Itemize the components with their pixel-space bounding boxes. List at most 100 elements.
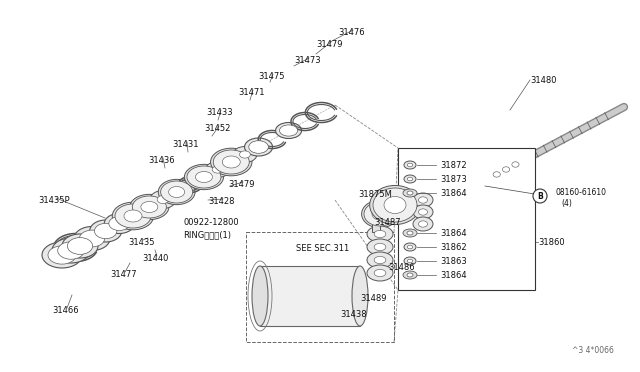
Ellipse shape: [109, 217, 130, 231]
Text: 31864: 31864: [440, 189, 467, 198]
Ellipse shape: [364, 202, 396, 226]
Ellipse shape: [244, 138, 273, 156]
Ellipse shape: [67, 238, 93, 254]
Text: 31487: 31487: [374, 218, 401, 227]
Ellipse shape: [407, 177, 413, 181]
Ellipse shape: [74, 227, 110, 250]
Ellipse shape: [419, 221, 428, 227]
Text: ^3 4*0066: ^3 4*0066: [572, 346, 614, 355]
Text: 31486: 31486: [388, 263, 415, 272]
Ellipse shape: [373, 188, 417, 222]
Ellipse shape: [112, 202, 154, 230]
Ellipse shape: [161, 181, 193, 203]
Ellipse shape: [403, 189, 417, 197]
Ellipse shape: [512, 162, 519, 167]
Ellipse shape: [280, 125, 298, 136]
Text: (4): (4): [561, 199, 572, 208]
Ellipse shape: [48, 246, 76, 264]
Text: 31452: 31452: [204, 124, 230, 133]
Text: 31466: 31466: [52, 306, 79, 315]
Text: B: B: [537, 192, 543, 201]
Ellipse shape: [407, 259, 413, 263]
Ellipse shape: [413, 193, 433, 207]
Ellipse shape: [404, 175, 416, 183]
Text: 31436: 31436: [148, 156, 175, 165]
Text: 31480: 31480: [530, 76, 557, 85]
Text: 31864: 31864: [440, 270, 467, 279]
Ellipse shape: [157, 195, 169, 203]
Ellipse shape: [352, 266, 368, 326]
Ellipse shape: [249, 141, 268, 153]
Text: 31435P: 31435P: [38, 196, 70, 205]
Text: 31875M: 31875M: [358, 190, 392, 199]
Ellipse shape: [141, 202, 158, 212]
Ellipse shape: [95, 223, 117, 239]
Ellipse shape: [374, 230, 386, 238]
Text: 31435: 31435: [128, 238, 154, 247]
Ellipse shape: [407, 191, 413, 195]
Ellipse shape: [413, 217, 433, 231]
Text: 31473: 31473: [294, 56, 321, 65]
Text: 31864: 31864: [440, 228, 467, 237]
Text: 31479: 31479: [316, 40, 342, 49]
Ellipse shape: [90, 220, 122, 242]
Ellipse shape: [508, 158, 524, 170]
Text: 31873: 31873: [440, 174, 467, 183]
Ellipse shape: [372, 208, 388, 220]
Ellipse shape: [62, 234, 98, 258]
Ellipse shape: [367, 252, 393, 268]
Bar: [372, 210, 380, 232]
Ellipse shape: [276, 122, 301, 138]
Text: 08160-61610: 08160-61610: [556, 187, 607, 196]
Ellipse shape: [370, 186, 420, 225]
Ellipse shape: [413, 205, 433, 219]
Ellipse shape: [362, 200, 398, 228]
Text: 31475: 31475: [258, 72, 285, 81]
Ellipse shape: [115, 204, 151, 228]
Ellipse shape: [404, 243, 416, 251]
Ellipse shape: [184, 164, 223, 190]
Bar: [260, 266, 360, 326]
Ellipse shape: [187, 166, 221, 188]
Text: 31872: 31872: [440, 160, 467, 170]
Ellipse shape: [403, 271, 417, 279]
Ellipse shape: [233, 147, 257, 163]
Text: 31860: 31860: [538, 238, 564, 247]
Text: 31477: 31477: [110, 270, 136, 279]
Ellipse shape: [79, 230, 104, 247]
Ellipse shape: [239, 151, 250, 158]
Ellipse shape: [367, 239, 393, 255]
Ellipse shape: [213, 150, 249, 174]
Ellipse shape: [403, 229, 417, 237]
Ellipse shape: [124, 210, 142, 222]
Ellipse shape: [132, 196, 166, 218]
Text: 00922-12800: 00922-12800: [183, 218, 239, 227]
Ellipse shape: [104, 214, 134, 234]
Ellipse shape: [404, 257, 416, 265]
Ellipse shape: [407, 245, 413, 249]
Ellipse shape: [404, 161, 416, 169]
Text: 31433: 31433: [206, 108, 232, 117]
Text: 31476: 31476: [338, 28, 365, 37]
Ellipse shape: [205, 161, 230, 177]
Ellipse shape: [252, 266, 268, 326]
Ellipse shape: [150, 190, 176, 208]
Ellipse shape: [419, 209, 428, 215]
Ellipse shape: [130, 194, 169, 219]
Ellipse shape: [211, 148, 252, 176]
Ellipse shape: [374, 243, 386, 251]
Ellipse shape: [195, 171, 212, 183]
Ellipse shape: [419, 197, 428, 203]
Ellipse shape: [407, 231, 413, 235]
Ellipse shape: [367, 265, 393, 281]
Text: RINGリング(1): RINGリング(1): [183, 230, 231, 239]
Text: 31479: 31479: [228, 180, 255, 189]
Text: SEE SEC.311: SEE SEC.311: [296, 244, 349, 253]
Ellipse shape: [489, 169, 505, 180]
Bar: [246, 232, 394, 342]
Ellipse shape: [52, 238, 90, 263]
Ellipse shape: [169, 186, 185, 198]
Text: 31471: 31471: [238, 88, 264, 97]
Bar: [398, 148, 535, 290]
Text: 31863: 31863: [440, 257, 467, 266]
